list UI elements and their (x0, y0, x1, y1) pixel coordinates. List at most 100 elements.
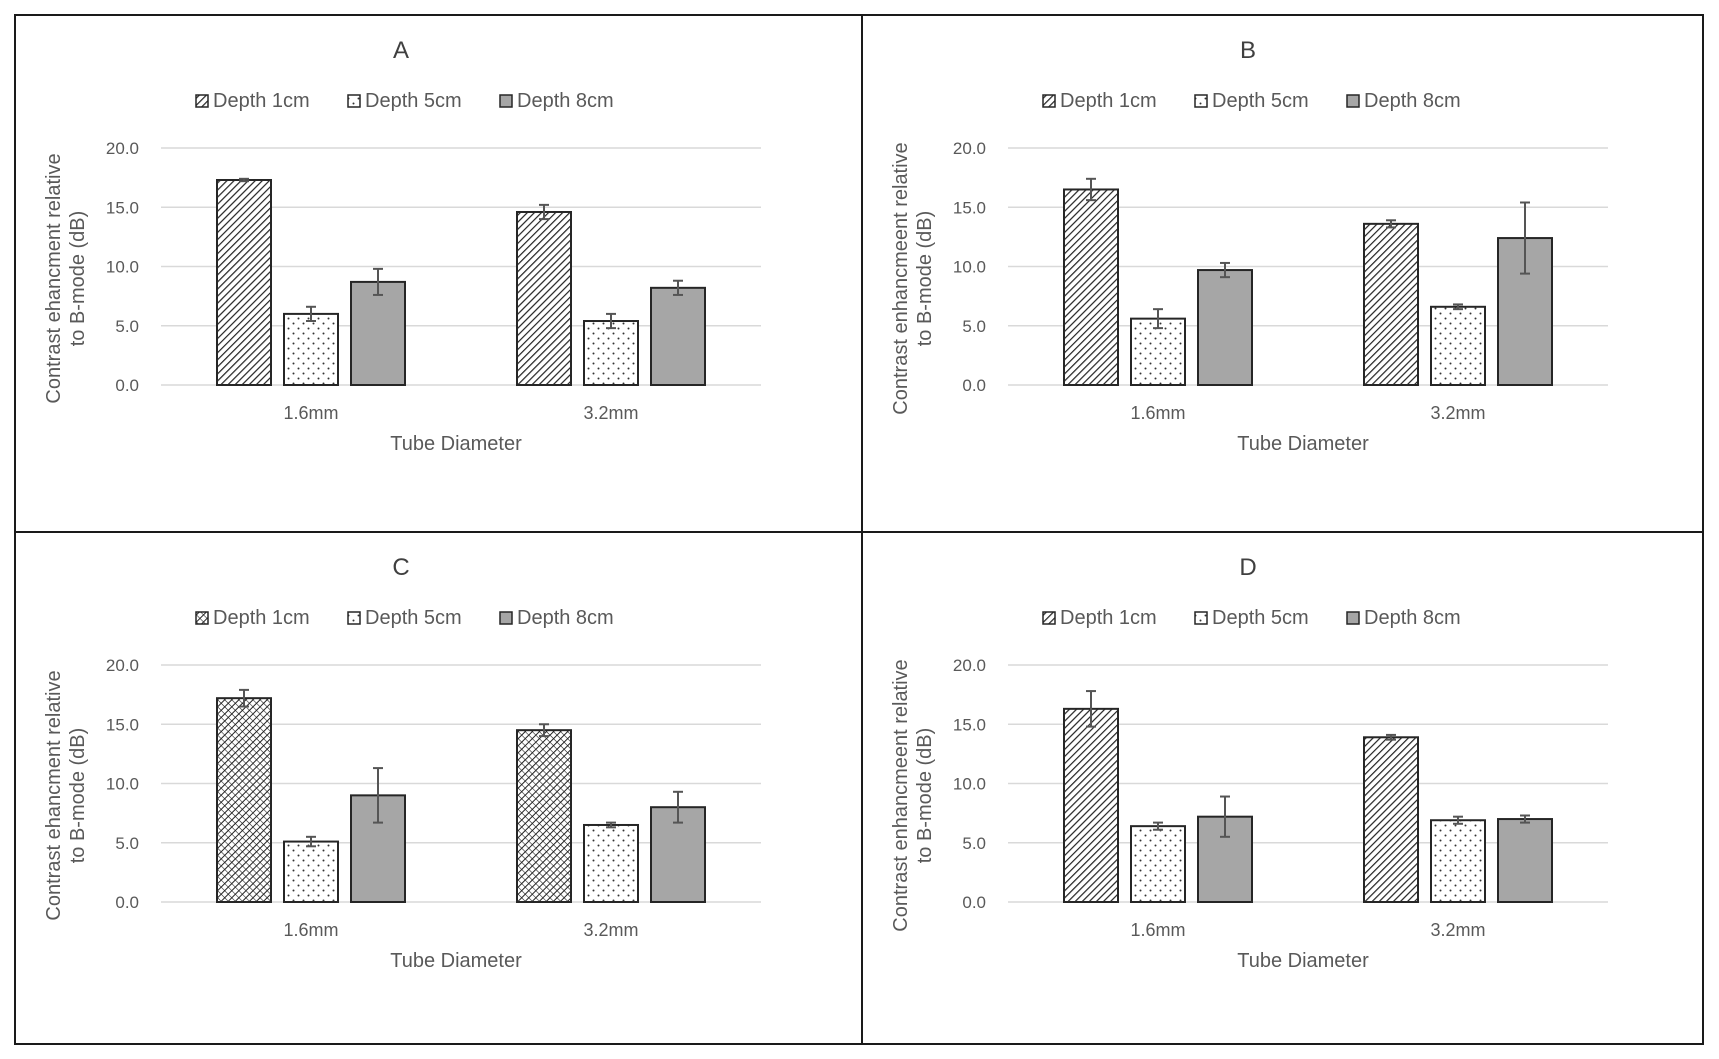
horizontal-divider (16, 531, 1702, 533)
legend-label-depth-8cm: Depth 8cm (1364, 90, 1461, 112)
error-bar-depth-8cm-3-2mm (1520, 201, 1530, 275)
error-bar-depth-5cm-3-2mm (1453, 815, 1463, 825)
error-bar-depth-8cm-1-6mm (1220, 795, 1230, 838)
bar-depth-1cm-1-6mm (216, 178, 272, 386)
y-tick-label: 15.0 (953, 198, 986, 217)
chart-title: A (393, 37, 409, 64)
bar-depth-1cm-3-2mm (516, 729, 572, 903)
legend-label-depth-5cm: Depth 5cm (365, 607, 462, 629)
y-tick-label: 5.0 (115, 834, 139, 853)
bar-depth-1cm-1-6mm (216, 697, 272, 903)
legend-swatch-depth-5cm (1194, 94, 1208, 108)
x-axis-title: Tube Diameter (390, 433, 522, 455)
error-bar-depth-1cm-3-2mm (1386, 219, 1396, 229)
legend-swatch-depth-5cm (347, 611, 361, 625)
error-bar-depth-1cm-1-6mm (239, 177, 249, 183)
y-tick-label: 10.0 (106, 258, 139, 277)
legend-swatch-depth-1cm (195, 94, 209, 108)
bar-depth-1cm-1-6mm (1063, 707, 1119, 903)
x-category-label: 1.6mm (1130, 403, 1185, 423)
legend-label-depth-8cm: Depth 8cm (517, 607, 614, 629)
legend-label-depth-1cm: Depth 1cm (213, 607, 310, 629)
x-category-label: 3.2mm (583, 920, 638, 940)
legend-swatch-depth-8cm (1346, 611, 1360, 625)
x-category-label: 3.2mm (1430, 920, 1485, 940)
error-bar-depth-8cm-3-2mm (1520, 814, 1530, 824)
bar-depth-8cm-3-2mm (1497, 818, 1553, 903)
panel-c: C Depth 1cm Depth 5cm Depth 8cm 0.0 5.0 10.0 15… (16, 533, 861, 1048)
y-axis-title: Contrast enhancmeent relative to B-mode (… (890, 659, 936, 931)
panel-b: B Depth 1cm Depth 5cm Depth 8cm 0.0 5.0 10.0 15… (863, 16, 1708, 531)
bar-depth-8cm-1-6mm (1197, 269, 1253, 386)
error-bar-depth-1cm-1-6mm (1086, 177, 1096, 202)
error-bar-depth-8cm-1-6mm (373, 767, 383, 824)
y-axis-title: Contrast enhancmeent relative to B-mode (… (890, 142, 936, 414)
x-category-label: 1.6mm (283, 403, 338, 423)
chart-panel-d: D Depth 1cm Depth 5cm Depth 8cm 0.0 5.0 10.0 15… (890, 554, 1608, 972)
bar-depth-5cm-3-2mm (583, 320, 639, 387)
bar-depth-8cm-3-2mm (650, 286, 706, 386)
y-tick-label: 20.0 (953, 139, 986, 158)
legend-label-depth-8cm: Depth 8cm (517, 90, 614, 112)
y-axis-title: Contrast ehancment relative to B-mode (dB… (43, 153, 89, 403)
error-bar-depth-1cm-3-2mm (539, 203, 549, 221)
x-axis-title: Tube Diameter (390, 950, 522, 972)
y-tick-label: 0.0 (115, 893, 139, 912)
error-bar-depth-8cm-1-6mm (373, 267, 383, 296)
error-bar-depth-8cm-1-6mm (1220, 261, 1230, 279)
y-tick-label: 20.0 (953, 656, 986, 675)
bar-depth-1cm-3-2mm (516, 210, 572, 386)
y-tick-label: 5.0 (962, 317, 986, 336)
bar-depth-1cm-3-2mm (1363, 736, 1419, 903)
y-axis-title: Contrast ehancment relative to B-mode (dB… (43, 670, 89, 920)
x-axis-title: Tube Diameter (1237, 950, 1369, 972)
x-category-label: 1.6mm (283, 920, 338, 940)
error-bar-depth-5cm-1-6mm (306, 835, 316, 848)
bar-depth-5cm-1-6mm (283, 840, 339, 904)
y-tick-label: 5.0 (115, 317, 139, 336)
y-tick-label: 15.0 (106, 198, 139, 217)
chart-title: D (1239, 554, 1256, 581)
legend-swatch-depth-1cm (195, 611, 209, 625)
bar-depth-1cm-3-2mm (1363, 222, 1419, 386)
legend-swatch-depth-8cm (1346, 94, 1360, 108)
error-bar-depth-1cm-1-6mm (239, 688, 249, 708)
legend-label-depth-5cm: Depth 5cm (1212, 90, 1309, 112)
y-tick-label: 5.0 (962, 834, 986, 853)
chart-panel-b: B Depth 1cm Depth 5cm Depth 8cm 0.0 5.0 10.0 15… (890, 37, 1608, 455)
y-tick-label: 20.0 (106, 139, 139, 158)
y-tick-label: 0.0 (115, 376, 139, 395)
y-tick-label: 10.0 (106, 775, 139, 794)
x-axis-title: Tube Diameter (1237, 433, 1369, 455)
error-bar-depth-5cm-1-6mm (1153, 821, 1163, 831)
figure-frame: A Depth 1cm Depth 5cm Depth 8cm 0.0 5.0 10.0 15… (14, 14, 1704, 1045)
chart-title: B (1240, 37, 1256, 64)
bar-depth-5cm-3-2mm (1430, 819, 1486, 903)
chart-panel-c: C Depth 1cm Depth 5cm Depth 8cm 0.0 5.0 10.0 15… (43, 554, 761, 972)
legend-swatch-depth-1cm (1042, 611, 1056, 625)
vertical-divider (861, 16, 863, 1043)
legend-swatch-depth-1cm (1042, 94, 1056, 108)
y-tick-label: 15.0 (953, 715, 986, 734)
x-category-label: 3.2mm (583, 403, 638, 423)
legend-label-depth-1cm: Depth 1cm (213, 90, 310, 112)
error-bar-depth-5cm-1-6mm (306, 305, 316, 323)
chart-title: C (392, 554, 409, 581)
y-tick-label: 10.0 (953, 258, 986, 277)
bar-depth-5cm-3-2mm (583, 823, 639, 904)
legend-label-depth-5cm: Depth 5cm (365, 90, 462, 112)
bar-depth-5cm-1-6mm (283, 312, 339, 386)
y-tick-label: 0.0 (962, 376, 986, 395)
bar-depth-5cm-1-6mm (1130, 825, 1186, 903)
bar-depth-1cm-1-6mm (1063, 188, 1119, 386)
legend-swatch-depth-8cm (499, 611, 513, 625)
y-tick-label: 15.0 (106, 715, 139, 734)
error-bar-depth-5cm-3-2mm (1453, 303, 1463, 311)
legend-swatch-depth-8cm (499, 94, 513, 108)
y-tick-label: 10.0 (953, 775, 986, 794)
bar-depth-8cm-1-6mm (350, 280, 406, 386)
error-bar-depth-8cm-3-2mm (673, 279, 683, 296)
x-category-label: 1.6mm (1130, 920, 1185, 940)
error-bar-depth-1cm-1-6mm (1086, 690, 1096, 728)
error-bar-depth-8cm-3-2mm (673, 790, 683, 824)
